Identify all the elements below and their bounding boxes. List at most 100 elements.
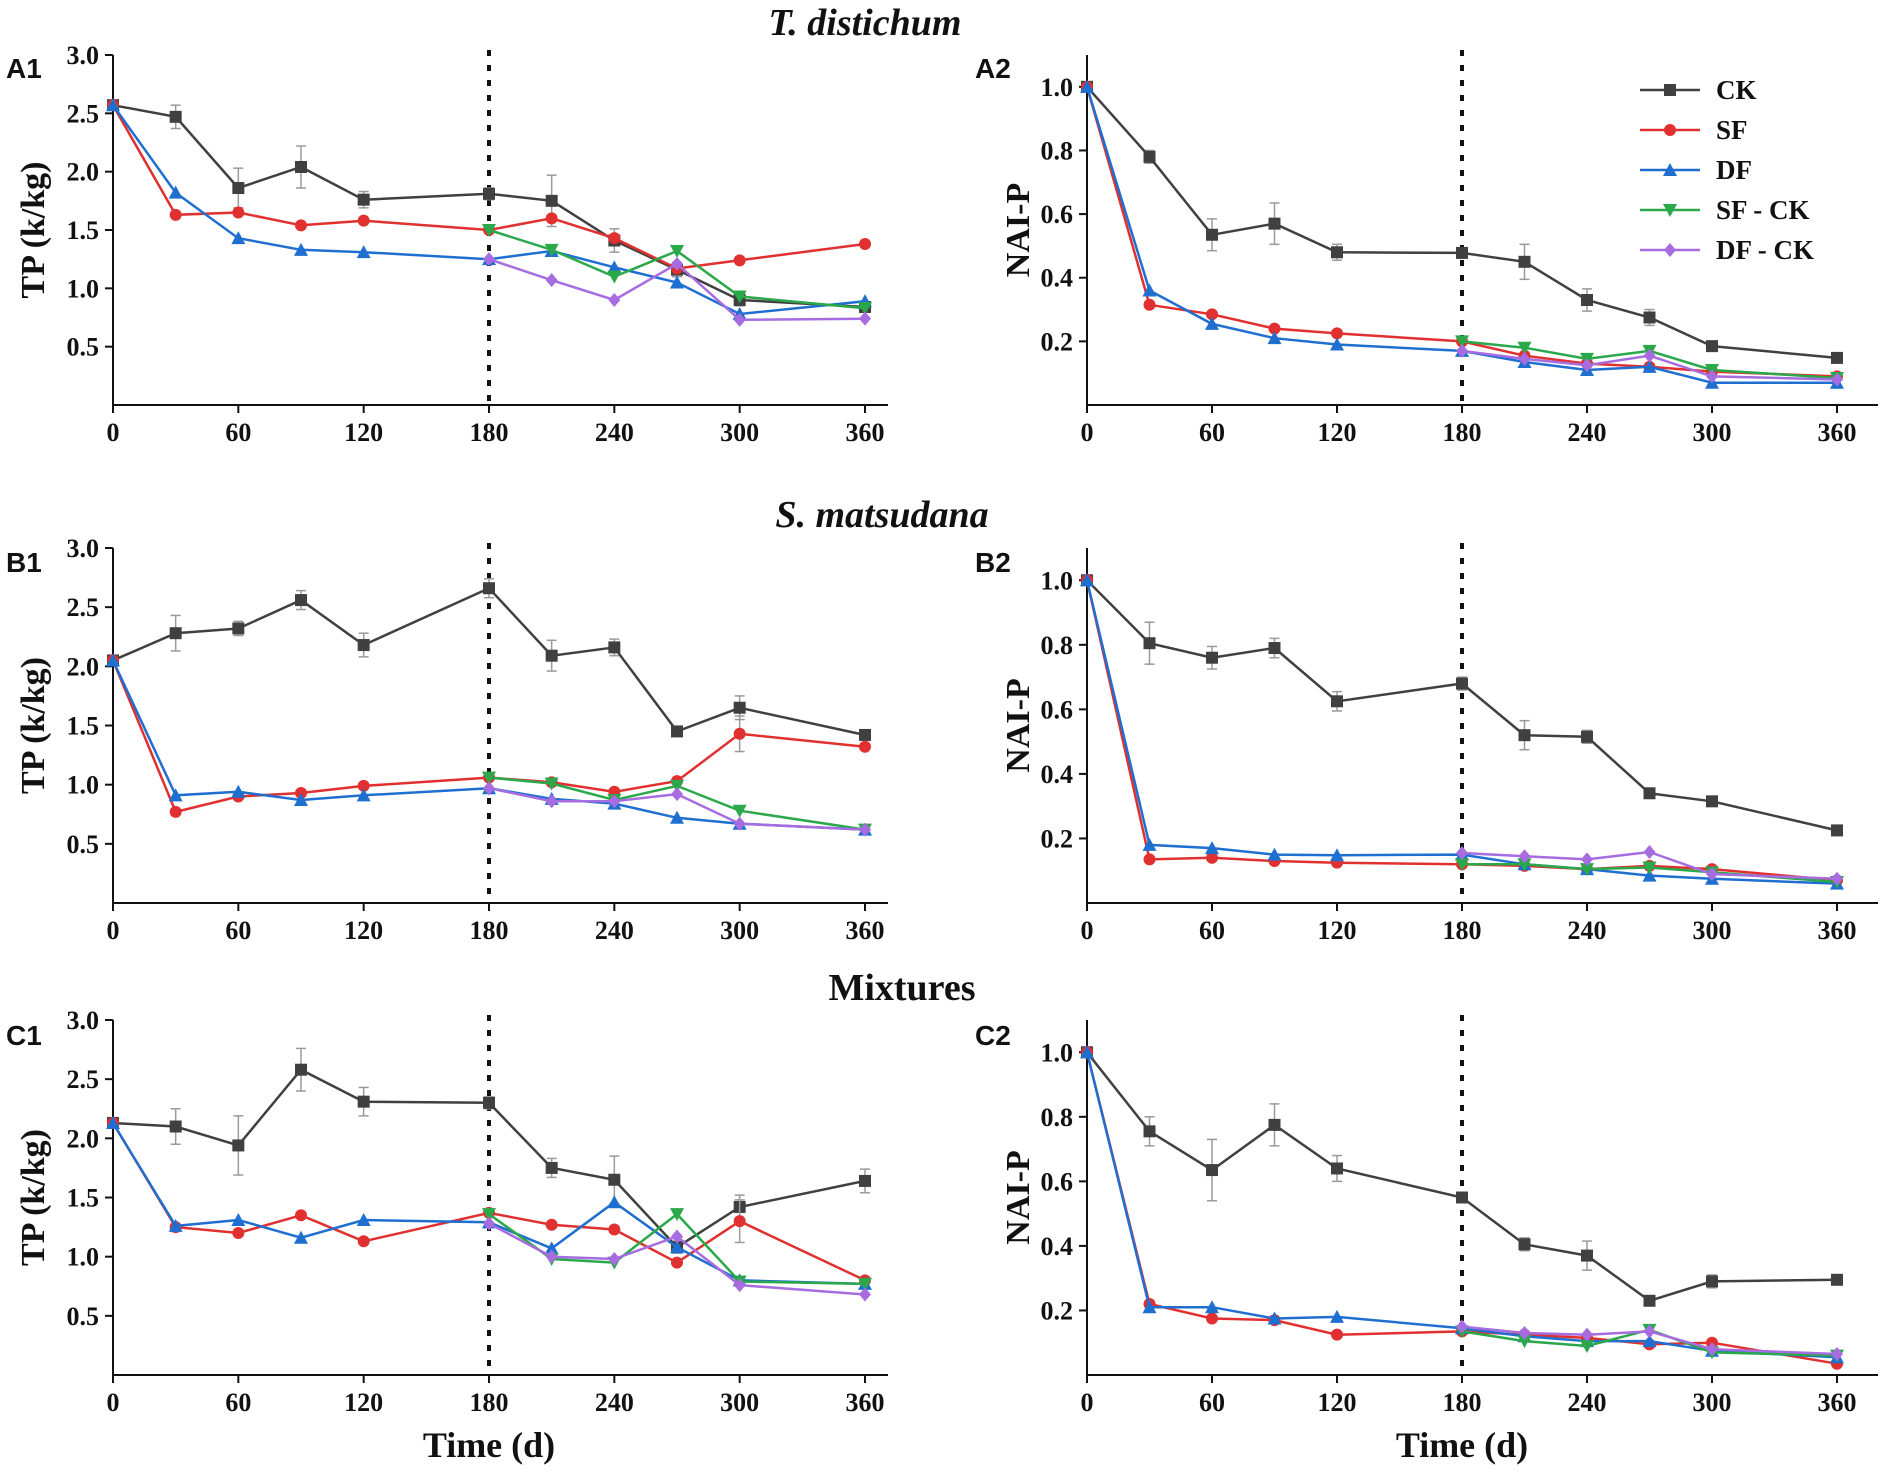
data-point [1267,847,1282,861]
data-point [1518,729,1531,742]
y-tick-label: 0.6 [1041,1167,1074,1196]
data-point [1518,351,1531,366]
data-point [545,1161,558,1174]
data-point [1205,841,1219,855]
row-title-s-matsudana: S. matsudana [775,494,988,536]
data-point [670,810,684,824]
data-point [1580,863,1594,877]
data-point [732,290,747,304]
y-tick-label: 2.5 [67,1065,100,1094]
data-point [169,627,182,640]
series-line [1086,1051,1838,1303]
data-point [1080,1045,1094,1059]
data-point [1456,343,1468,358]
legend-marker [1664,84,1676,96]
data-point [1331,695,1343,708]
chart-A2: 0 60 120 180 240 300 360 0.2 0.4 0.6 0.8 1.0 NAI-P CK… [1000,50,1878,447]
y-tick-label: 2.0 [67,652,100,681]
data-point [545,1218,558,1231]
data-point [356,788,371,802]
data-point [483,582,495,595]
data-point [608,232,621,245]
series-line [1461,1325,1838,1356]
data-point [858,302,872,316]
x-tick-label: 240 [1568,1388,1607,1417]
panel-label-A1: A1 [6,53,42,84]
data-point [1643,845,1656,860]
data-point [1143,637,1156,650]
series-df-ck [1456,1319,1843,1362]
data-point [106,98,120,112]
x-tick-label: 240 [595,916,634,945]
y-tick-label: 1.0 [67,771,100,800]
panel-C2: C2 [975,1020,1011,1051]
data-point [1456,1191,1468,1204]
x-tick-label: 300 [1693,1388,1732,1417]
data-point [1642,1334,1657,1348]
data-point [1331,246,1343,259]
data-point [544,777,559,791]
data-point [1143,1125,1156,1138]
y-tick-label: 0.2 [1041,327,1074,356]
data-point [733,254,746,267]
y-tick-label: 0.2 [1041,824,1074,853]
data-point [671,1229,683,1244]
data-point [1331,327,1343,340]
data-point [169,110,182,123]
data-point [1331,1162,1343,1175]
data-point [231,1212,246,1226]
series-df-ck [483,1216,871,1302]
legend-label: DF - CK [1716,235,1814,265]
chart-C2: 0 60 120 180 240 300 360 0.2 0.4 0.6 0.8 1.0 NAI-P Ti… [1000,1015,1878,1465]
legend-item: DF [1640,155,1752,185]
data-point [545,212,558,225]
y-axis-label: TP (k/kg) [15,1129,52,1266]
panel-B2: B2 [975,547,1011,578]
data-point [1517,858,1532,872]
series-line [111,104,866,316]
x-tick-label: 360 [846,916,885,945]
series-ck [1081,1046,1843,1307]
chart-B1: 0 60 120 180 240 300 360 0.5 1.0 1.5 2.0 2.5 3.0 TP (… [15,534,888,945]
x-tick-label: 180 [470,916,509,945]
y-tick-label: 0.4 [1041,760,1074,789]
data-point [1643,1324,1656,1339]
series-sf-ck [482,771,872,837]
data-point [1518,849,1531,864]
x-tick-label: 60 [225,1388,251,1417]
panel-B1: B1 [6,547,42,578]
data-point [232,622,245,635]
data-point [607,260,622,274]
panel-label-B2: B2 [975,547,1011,578]
data-point [608,1252,621,1267]
legend-label: SF [1716,115,1748,145]
x-tick-label: 120 [1318,418,1357,447]
y-tick-label: 2.5 [67,593,100,622]
data-point [1205,316,1219,330]
panel-C1: C1 [6,1020,42,1051]
y-tick-label: 3.0 [67,534,100,563]
series-df-ck [1456,343,1843,387]
x-tick-label: 300 [720,1388,759,1417]
data-point [1581,1249,1593,1262]
y-tick-label: 3.0 [67,41,100,70]
x-tick-label: 120 [1318,1388,1357,1417]
data-point [545,1249,558,1264]
data-point [858,1277,872,1291]
data-point [671,725,683,738]
legend-item: DF - CK [1640,235,1814,265]
data-point [545,273,558,288]
data-point [670,245,684,258]
legend-label: SF - CK [1716,195,1810,225]
x-tick-label: 240 [595,1388,634,1417]
data-point [232,206,245,219]
data-point [483,252,495,267]
x-tick-label: 120 [344,1388,383,1417]
data-point [356,1212,371,1226]
legend-marker [1664,243,1676,257]
y-tick-label: 0.6 [1041,695,1074,724]
data-point [859,1174,871,1187]
data-point [670,275,684,289]
y-tick-label: 2.0 [67,1124,100,1153]
y-axis-label: NAI-P [1000,183,1037,277]
